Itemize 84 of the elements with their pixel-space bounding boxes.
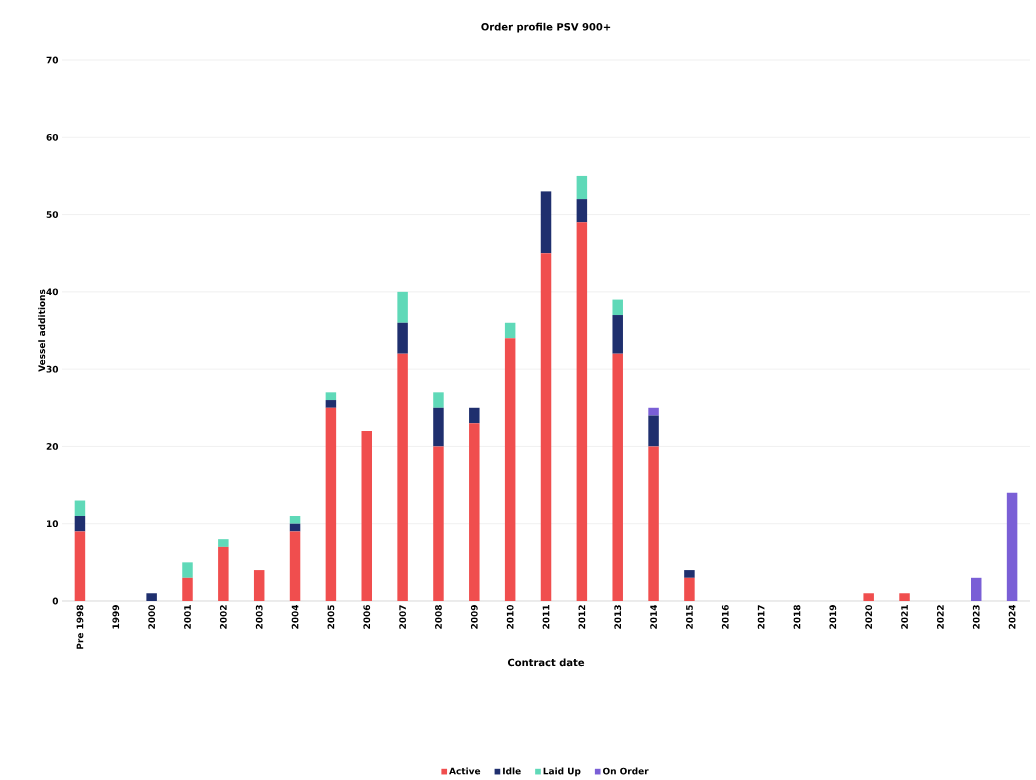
bar [289,531,301,602]
bar [325,400,337,408]
bar [540,253,552,602]
x-tick-label: 2023 [972,605,980,629]
x-tick-label: 2015 [686,605,693,629]
bar [504,338,516,602]
bar [899,593,910,602]
bar [648,446,659,602]
legend-label: On Order [602,767,649,775]
bar [74,531,86,602]
bar [504,322,516,339]
x-tick-label: 2001 [184,605,191,629]
legend-label: Idle [503,767,521,775]
bar [1006,492,1018,602]
x-tick-label: 2022 [936,605,944,629]
legend-label: Active [449,767,481,775]
bar [648,407,659,416]
x-tick-label: 2009 [470,605,478,629]
bar [469,407,480,424]
bar [253,570,265,602]
chart-title: Order profile PSV 900+ [481,22,611,33]
x-tick-label: 2016 [721,605,729,629]
bar [182,577,193,602]
bar [863,593,874,602]
x-tick-label: 2000 [148,605,156,629]
bar [970,577,982,602]
bar [612,353,623,602]
x-tick-label: 2011 [542,605,550,629]
bar [218,539,229,547]
bar [289,516,301,524]
bar [576,176,588,200]
bar [325,392,337,401]
y-tick-label: 0 [52,597,59,605]
x-tick-label: 2024 [1008,605,1016,629]
x-tick-label: 2018 [793,605,801,629]
y-tick-label: 40 [46,288,59,296]
bar [433,392,444,408]
bar [397,353,408,602]
bar [612,299,623,316]
x-axis-title: Contract date [507,658,585,667]
x-tick-label: 2005 [327,605,335,629]
x-tick-label: 2003 [255,605,263,629]
y-tick-label: 60 [46,134,59,141]
x-tick-label: 1999 [112,605,120,629]
legend-label: Laid Up [543,767,581,777]
x-tick-label: 2020 [865,605,873,629]
y-axis-title: Vessel additions [38,289,46,372]
bar [612,315,623,354]
x-tick-label: 2019 [829,605,837,629]
bar [397,291,408,323]
bar [648,415,659,447]
y-tick-label: 30 [46,365,59,373]
bar [433,407,444,447]
bar [74,516,86,532]
bar [397,322,408,354]
x-tick-label: Pre 1998 [76,605,84,649]
bar [182,562,193,578]
bar [684,577,695,602]
x-tick-label: 2012 [578,605,586,629]
y-tick-label: 20 [46,443,59,450]
x-tick-label: 2010 [506,605,514,629]
x-tick-label: 2004 [291,605,299,629]
bar [433,446,444,602]
bar [540,191,552,254]
bar [325,407,337,602]
x-tick-label: 2017 [757,605,765,629]
x-tick-label: 2007 [399,605,406,629]
x-tick-label: 2021 [901,605,908,629]
x-tick-label: 2008 [435,605,442,629]
x-tick-label: 2006 [363,605,371,629]
bar [576,222,588,602]
bar [74,500,86,517]
x-tick-label: 2014 [650,605,657,629]
bar [469,423,480,602]
bar [218,547,229,602]
y-tick-label: 50 [46,211,59,219]
x-tick-label: 2013 [614,605,622,629]
bar [684,570,695,578]
y-tick-label: 70 [46,56,59,64]
bar [576,199,588,223]
bar [361,431,372,602]
y-tick-label: 10 [47,520,59,528]
bar [146,593,157,602]
x-tick-label: 2002 [219,605,227,629]
